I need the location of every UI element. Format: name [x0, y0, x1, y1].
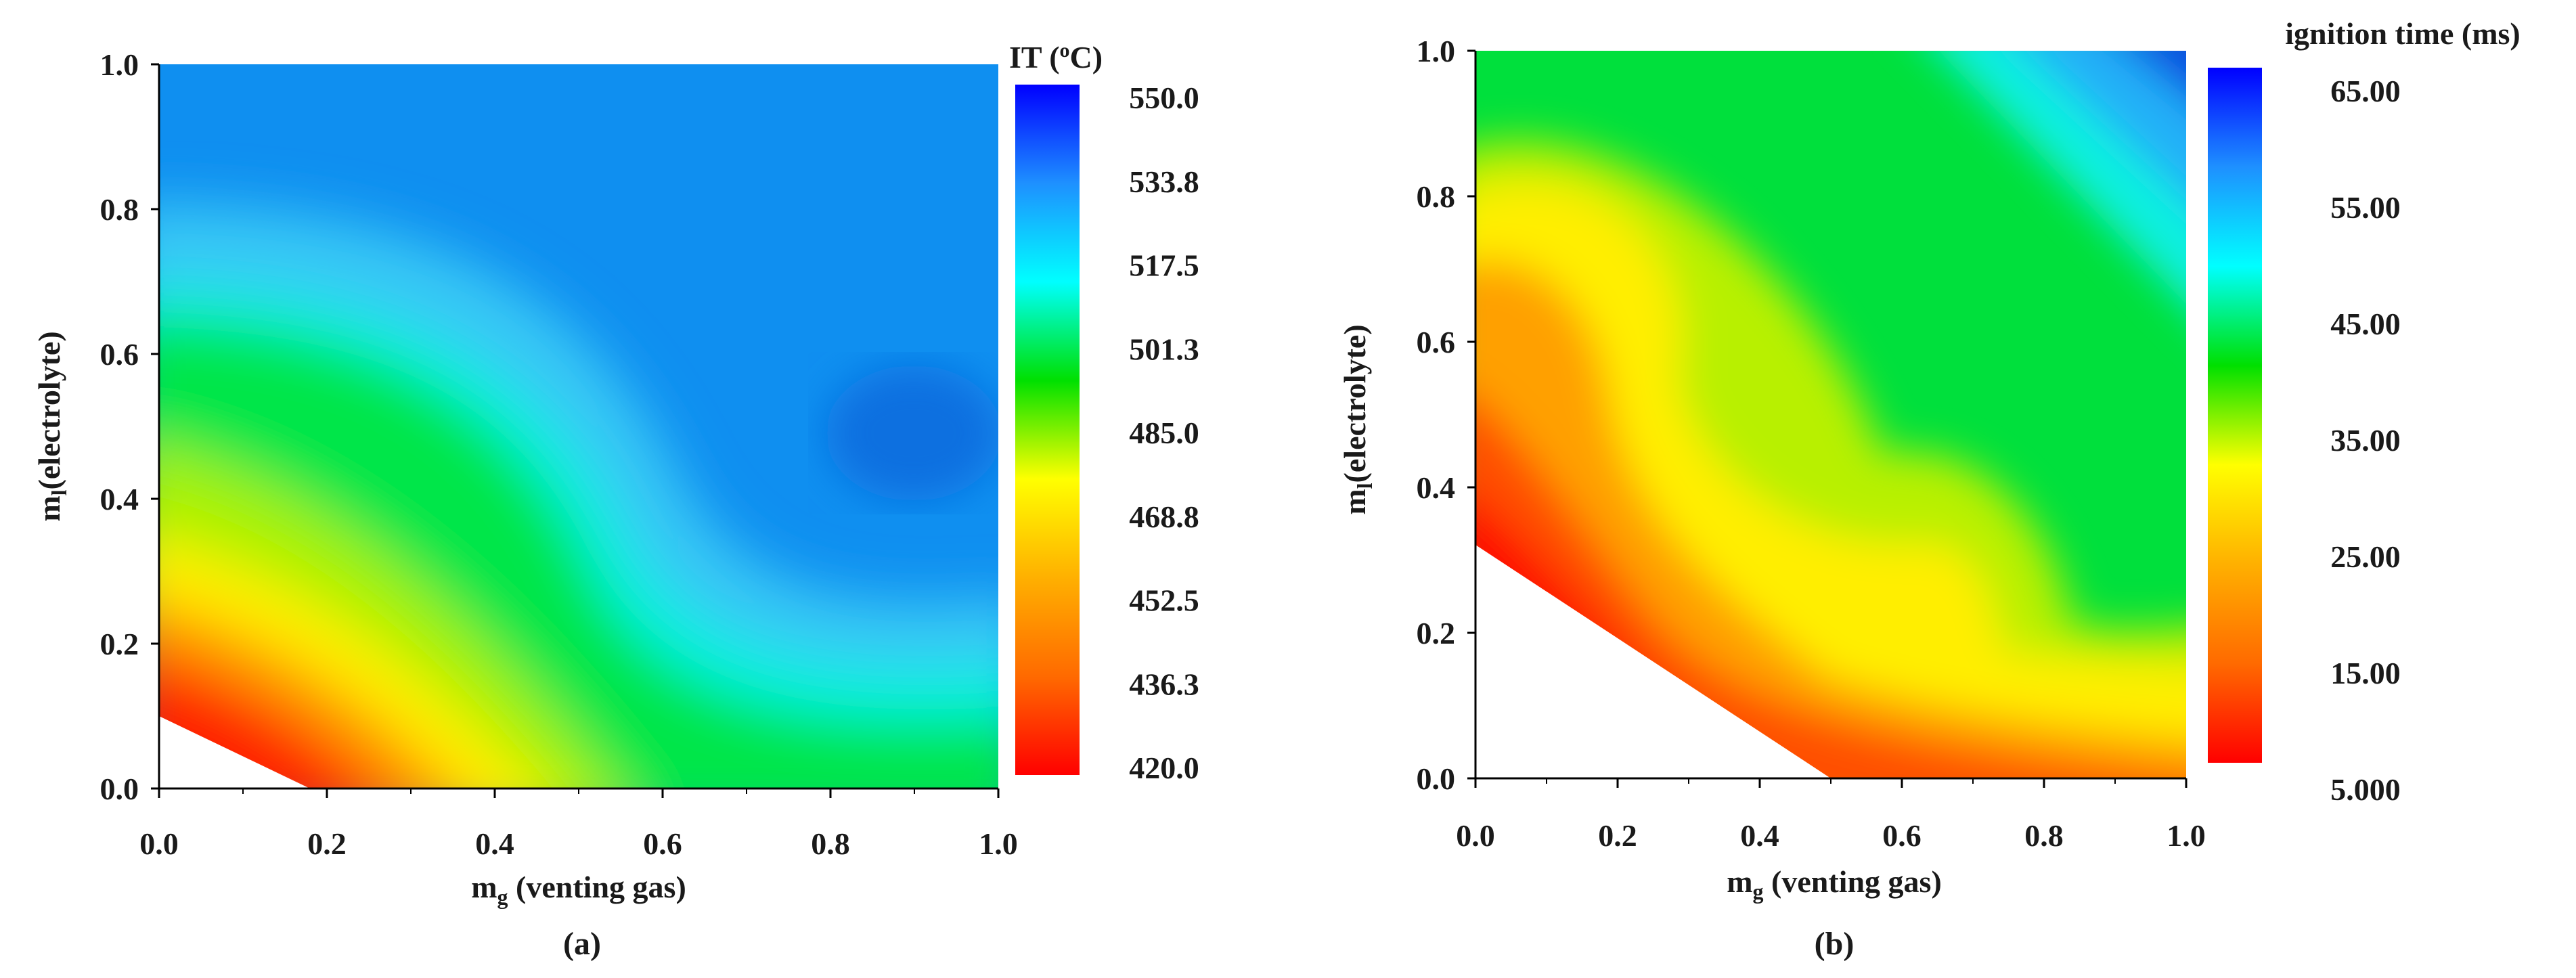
y-axis-label-b: ml(electrolyte)	[1337, 324, 1377, 514]
colorbar-tick-label: 35.00	[2330, 423, 2401, 458]
colorbar-gradient	[2208, 68, 2262, 763]
x-tick-label: 0.4	[475, 826, 514, 861]
caption-b: (b)	[1815, 926, 1855, 962]
heatmap-a	[159, 64, 998, 788]
caption-a: (a)	[563, 926, 601, 962]
y-tick-label: 0.8	[100, 192, 139, 227]
y-tick-label: 0.2	[1417, 616, 1456, 650]
y-tick-label: 1.0	[1417, 34, 1456, 68]
y-tick-label: 0.0	[100, 772, 139, 806]
colorbar-tick-label: 420.0	[1129, 751, 1199, 785]
colorbar-tick-label: 501.3	[1129, 332, 1199, 366]
heatmap-a-bands	[159, 203, 998, 788]
y-tick-label: 0.6	[100, 337, 139, 372]
colorbar-tick-label: 436.3	[1129, 667, 1199, 701]
colorbar-tick-label: 15.00	[2330, 656, 2401, 690]
y-tick-label: 0.6	[1417, 325, 1456, 359]
invalid-region-b	[1475, 545, 1831, 778]
colorbar-tick-label: 45.00	[2330, 307, 2401, 341]
axes-a: 0.0 0.2 0.4 0.6 0.8 1.0 0.0 0.2 0.4 0.6 0.8 1.0	[100, 47, 1018, 861]
colorbar-tick-label: 5.000	[2330, 772, 2401, 807]
colorbar-b-title: ignition time (ms)	[2285, 16, 2521, 51]
x-axis-label-b: mg (venting gas)	[1727, 864, 1942, 904]
x-tick-label: 0.8	[811, 826, 850, 861]
colorbar-tick-label: 517.5	[1129, 248, 1199, 283]
colorbar-tick-label: 452.5	[1129, 583, 1199, 618]
x-tick-label: 1.0	[2167, 818, 2206, 853]
invalid-region-a	[159, 716, 310, 788]
colorbar-tick-label: 485.0	[1129, 416, 1199, 450]
y-tick-label: 0.4	[1417, 470, 1456, 505]
colorbar-tick-label: 65.00	[2330, 74, 2401, 108]
colorbar-tick-label: 550.0	[1129, 81, 1199, 115]
colorbar-b: 65.00 55.00 45.00 35.00 25.00 15.00 5.000	[2208, 68, 2401, 807]
x-tick-label: 0.0	[1456, 818, 1495, 853]
y-tick-label: 0.0	[1417, 761, 1456, 796]
y-tick-label: 0.4	[100, 482, 139, 516]
colorbar-tick-label: 468.8	[1129, 499, 1199, 534]
x-tick-label: 0.2	[307, 826, 347, 861]
colorbar-gradient	[1015, 85, 1080, 775]
x-tick-label: 0.2	[1598, 818, 1637, 853]
axes-b: 0.0 0.2 0.4 0.6 0.8 1.0 0.0 0.2 0.4 0.6 0.8 1.0	[1417, 34, 2206, 853]
colorbar-tick-label: 25.00	[2330, 539, 2401, 574]
x-tick-label: 0.6	[1882, 818, 1922, 853]
x-tick-label: 0.6	[643, 826, 682, 861]
colorbar-tick-label: 55.00	[2330, 190, 2401, 225]
panel-a: 0.0 0.2 0.4 0.6 0.8 1.0 0.0 0.2 0.4 0.6 0.8 1.0 550…	[32, 39, 1199, 962]
band-b-blue	[2130, 51, 2186, 97]
x-tick-label: 0.8	[2024, 818, 2064, 853]
x-tick-label: 1.0	[979, 826, 1018, 861]
y-tick-label: 0.2	[100, 627, 139, 661]
band-b-light-blue	[2023, 51, 2186, 200]
y-tick-label: 1.0	[100, 47, 139, 82]
heatmap-a-dark-spot	[826, 365, 998, 501]
y-tick-label: 0.8	[1417, 179, 1456, 214]
x-tick-label: 0.0	[139, 826, 179, 861]
colorbar-tick-label: 533.8	[1129, 164, 1199, 199]
colorbar-a: 550.0 533.8 517.5 501.3 485.0 468.8 452.5 436.3…	[1015, 81, 1199, 785]
heatmap-b	[1475, 51, 2186, 778]
x-tick-label: 0.4	[1740, 818, 1779, 853]
colorbar-a-title: IT (oC)	[1009, 39, 1103, 74]
y-axis-label-a: ml(electrolyte)	[32, 331, 71, 521]
panel-b: 0.0 0.2 0.4 0.6 0.8 1.0 0.0 0.2 0.4 0.6 0.8 1.0 65.…	[1337, 16, 2521, 962]
x-axis-label-a: mg (venting gas)	[471, 870, 686, 909]
